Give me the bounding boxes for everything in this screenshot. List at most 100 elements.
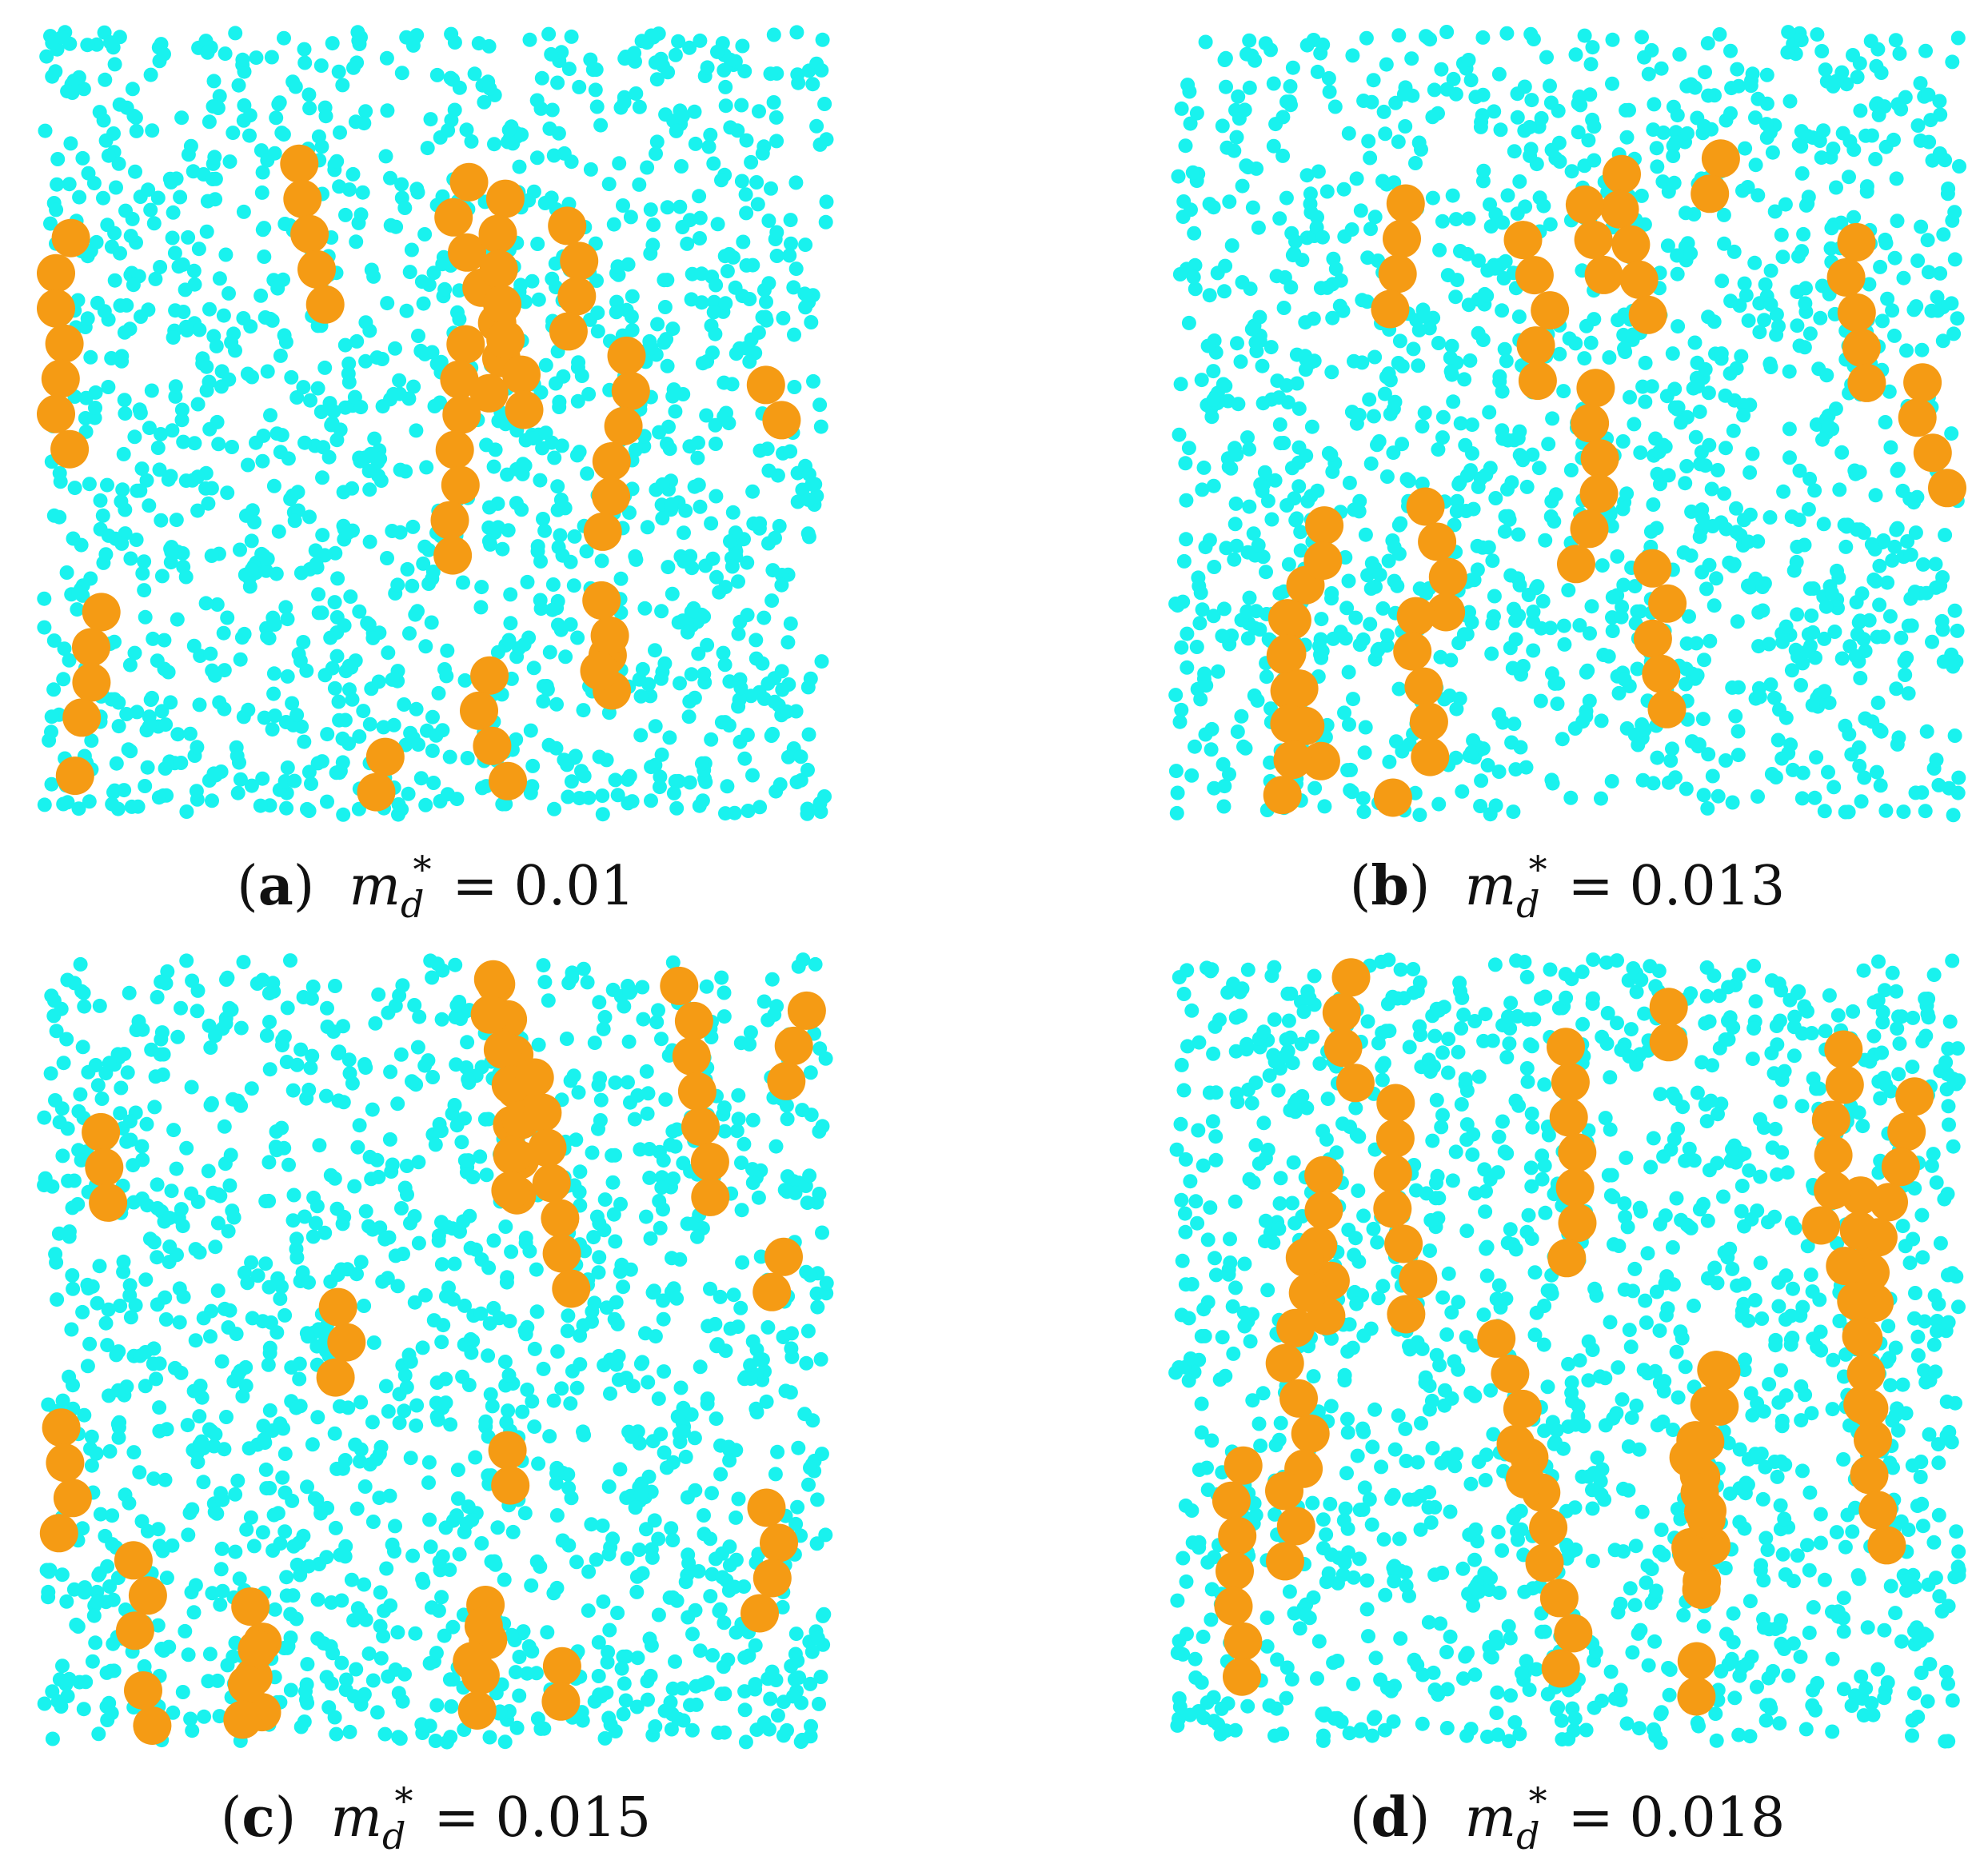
small-particle: [125, 211, 140, 226]
small-particle: [1367, 210, 1383, 225]
small-particle: [262, 1481, 277, 1495]
small-particle: [1181, 315, 1196, 330]
small-particle: [1938, 528, 1953, 543]
small-particle: [533, 473, 548, 488]
small-particle: [1874, 724, 1889, 739]
small-particle: [237, 64, 252, 79]
small-particle: [1246, 526, 1261, 541]
small-particle: [461, 1499, 476, 1515]
small-particle: [266, 1507, 281, 1523]
small-particle: [612, 156, 627, 171]
small-particle: [813, 1351, 828, 1367]
small-particle: [673, 1380, 689, 1395]
small-particle: [803, 1065, 818, 1080]
small-particle: [110, 1383, 126, 1398]
small-particle: [457, 1153, 473, 1168]
small-particle: [422, 1512, 437, 1527]
small-particle: [327, 681, 342, 696]
small-particle: [1666, 149, 1681, 163]
small-particle: [431, 1603, 446, 1619]
small-particle: [514, 127, 529, 142]
small-particle: [1195, 482, 1210, 497]
small-particle: [310, 1410, 325, 1425]
small-particle: [696, 1677, 711, 1692]
small-particle: [1475, 174, 1491, 189]
large-particle: [491, 1466, 530, 1505]
small-particle: [1615, 600, 1630, 614]
small-particle: [1572, 618, 1587, 633]
small-particle: [1623, 389, 1637, 405]
small-particle: [172, 1315, 187, 1330]
small-particle: [1180, 660, 1195, 675]
small-particle: [289, 1611, 304, 1627]
small-particle: [1217, 284, 1232, 299]
small-particle: [273, 348, 288, 363]
small-particle: [88, 1635, 103, 1650]
large-particle: [552, 1269, 591, 1308]
small-particle: [1872, 597, 1887, 613]
small-particle: [101, 380, 116, 394]
small-particle: [1887, 539, 1902, 554]
small-particle: [1557, 637, 1572, 652]
small-particle: [589, 1552, 604, 1567]
small-particle: [1794, 1099, 1810, 1114]
small-particle: [1830, 563, 1844, 578]
small-particle: [603, 1717, 618, 1732]
small-particle: [98, 72, 113, 87]
small-particle: [198, 596, 214, 611]
small-particle: [69, 1617, 84, 1632]
small-particle: [202, 374, 217, 389]
small-particle: [1473, 799, 1488, 813]
small-particle: [1885, 303, 1900, 318]
small-particle: [764, 181, 778, 196]
small-particle: [192, 1438, 207, 1452]
small-particle: [169, 1161, 184, 1176]
small-particle: [663, 1694, 678, 1710]
small-particle: [255, 771, 270, 786]
small-particle: [1778, 619, 1794, 634]
small-particle: [1267, 1507, 1283, 1522]
small-particle: [255, 453, 270, 469]
small-particle: [226, 1210, 242, 1225]
small-particle: [653, 1220, 668, 1235]
small-particle: [1236, 739, 1251, 754]
small-particle: [1654, 61, 1669, 76]
large-particle: [1557, 545, 1595, 584]
small-particle: [640, 160, 655, 175]
small-particle: [48, 1093, 62, 1108]
large-particle: [1531, 291, 1570, 330]
small-particle: [418, 797, 433, 812]
large-particle: [457, 1691, 497, 1730]
small-particle: [608, 1234, 623, 1249]
small-particle: [1463, 353, 1478, 368]
small-particle: [1392, 333, 1407, 349]
large-particle: [582, 581, 621, 620]
large-particle: [488, 1431, 527, 1470]
small-particle: [1344, 222, 1359, 237]
small-particle: [1543, 509, 1559, 524]
small-particle: [551, 540, 566, 555]
small-particle: [1738, 288, 1754, 303]
small-particle: [1804, 608, 1819, 623]
small-particle: [345, 1076, 360, 1091]
small-particle: [515, 1404, 530, 1419]
small-particle: [468, 1450, 483, 1465]
small-particle: [187, 277, 202, 292]
small-particle: [1464, 615, 1479, 630]
small-particle: [334, 1593, 349, 1608]
small-particle: [740, 804, 756, 818]
small-particle: [301, 764, 317, 780]
small-particle: [1367, 409, 1381, 424]
small-particle: [1448, 289, 1463, 305]
small-particle: [573, 1164, 588, 1179]
large-particle: [473, 960, 513, 999]
small-particle: [748, 1677, 763, 1692]
small-particle: [1736, 408, 1751, 423]
small-particle: [320, 1020, 335, 1034]
small-particle: [77, 1585, 92, 1600]
small-particle: [1846, 210, 1862, 225]
small-particle: [236, 311, 251, 325]
small-particle: [210, 1506, 225, 1521]
small-particle: [1901, 686, 1916, 701]
small-particle: [577, 768, 592, 784]
